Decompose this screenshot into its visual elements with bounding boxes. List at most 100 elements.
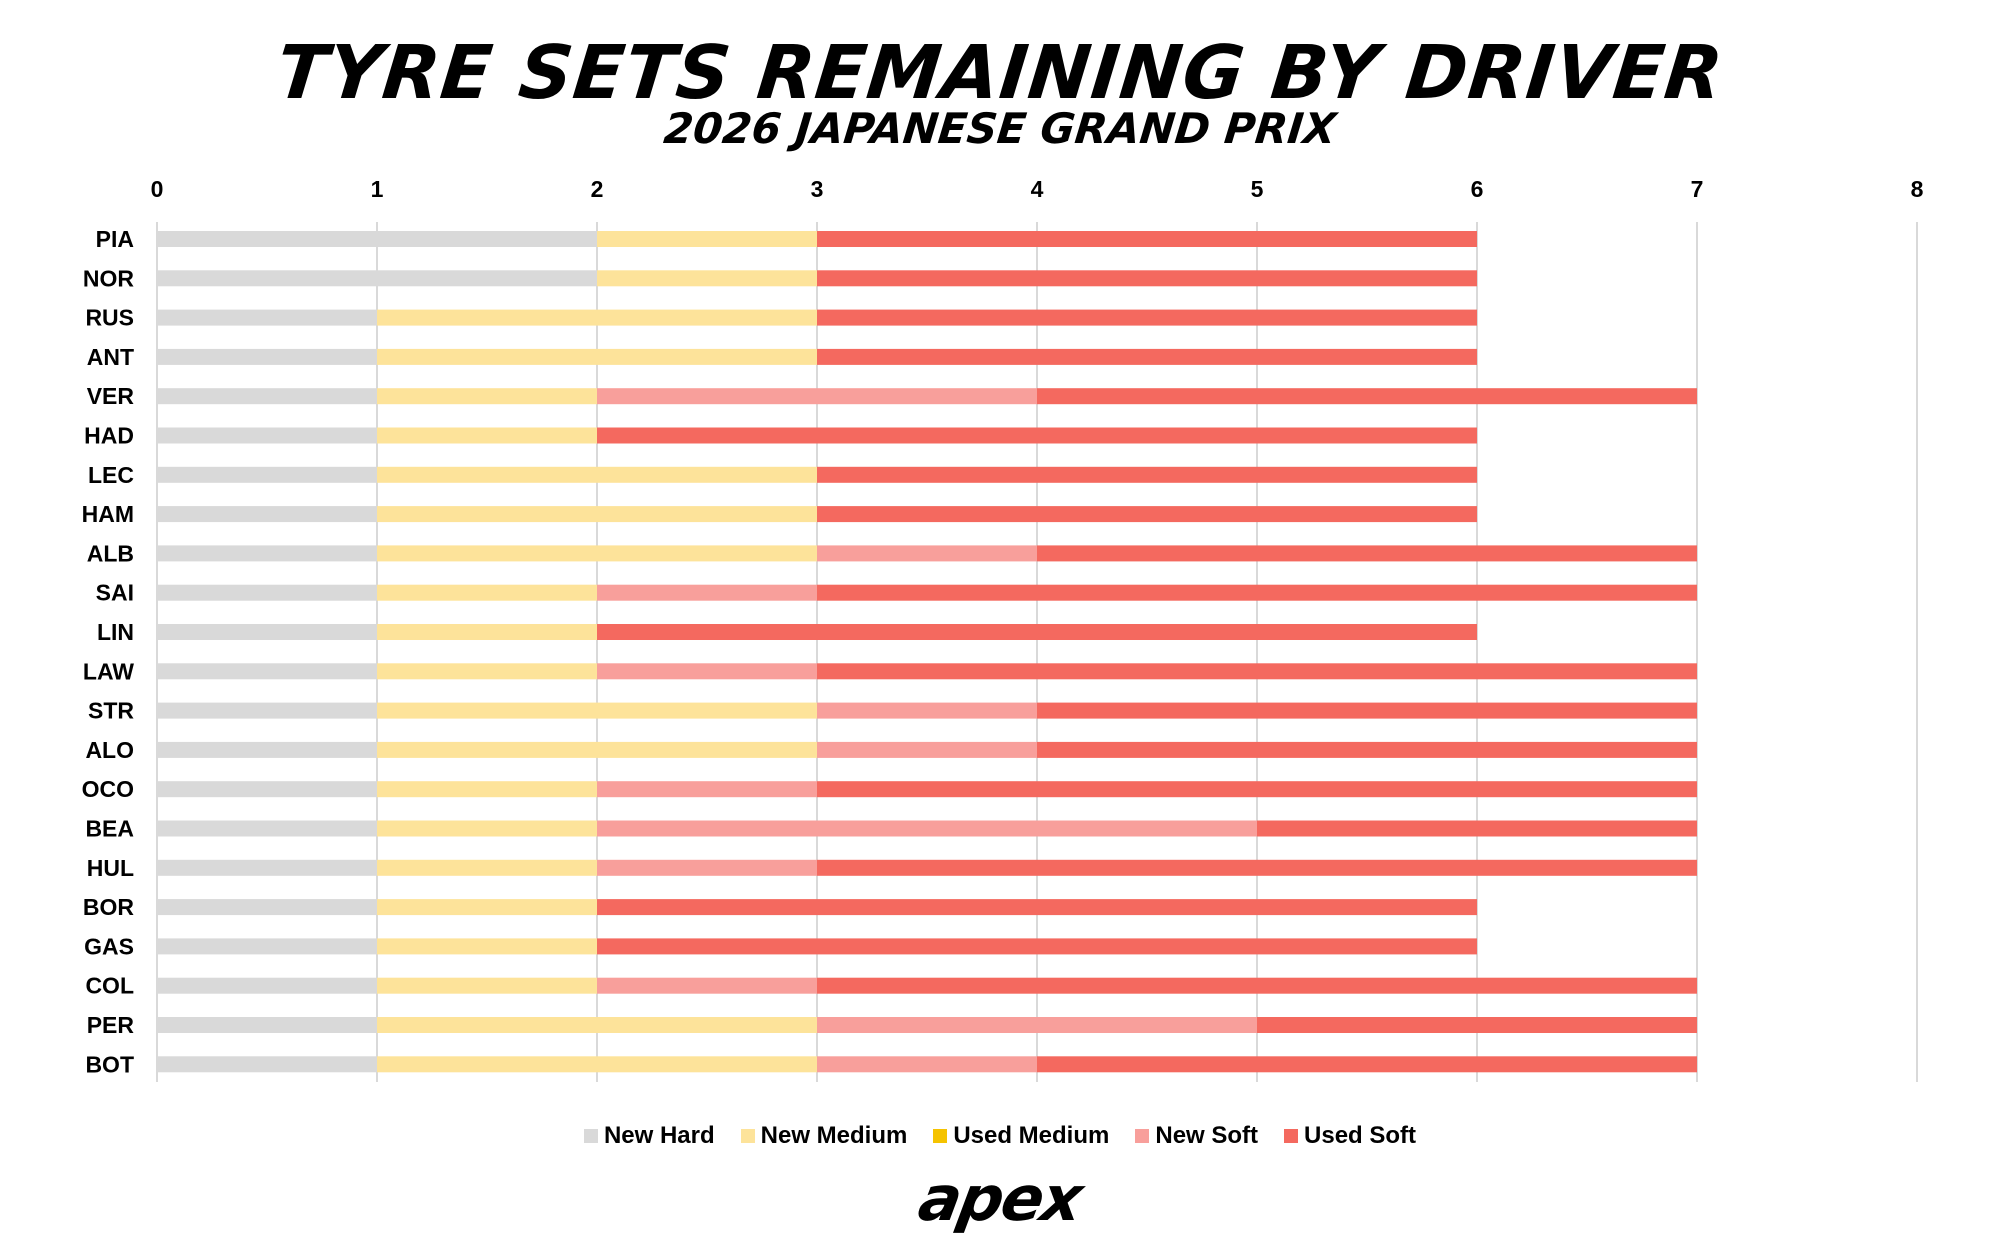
bar-segment-bot-new-hard — [157, 1056, 377, 1073]
bar-segment-oco-used-soft — [817, 781, 1697, 798]
bar-segment-lin-used-soft — [597, 624, 1477, 640]
bar-segment-law-new-medium — [377, 663, 597, 680]
bar-segment-hul-used-soft — [817, 859, 1697, 876]
bar-segment-had-new-hard — [157, 427, 377, 444]
y-category-label: BEA — [85, 816, 134, 842]
bar-segment-rus-new-medium — [377, 309, 817, 326]
bar-segment-col-new-medium — [377, 977, 597, 994]
x-tick-label: 2 — [591, 176, 604, 202]
y-category-label: PER — [87, 1012, 135, 1038]
bar-segment-rus-used-soft — [817, 309, 1477, 326]
legend-swatch — [740, 1129, 755, 1143]
bar-layer — [157, 231, 1697, 1073]
y-category-label: GAS — [84, 933, 134, 959]
legend-item-new-soft: New Soft — [1135, 1122, 1258, 1150]
bar-segment-bot-used-soft — [1037, 1056, 1697, 1073]
bar-segment-str-new-hard — [157, 702, 377, 719]
bar-segment-alo-new-medium — [377, 741, 817, 758]
bar-segment-col-new-soft — [597, 977, 817, 994]
y-category-label: VER — [87, 383, 135, 409]
bar-segment-alo-new-hard — [157, 741, 377, 758]
y-category-label: NOR — [83, 265, 135, 291]
bar-segment-sai-new-soft — [597, 584, 817, 601]
bar-segment-alb-new-soft — [817, 545, 1037, 562]
bar-segment-oco-new-medium — [377, 781, 597, 798]
bar-segment-bor-used-soft — [597, 899, 1477, 916]
y-category-label: LAW — [83, 658, 134, 684]
bar-segment-bea-new-hard — [157, 820, 377, 837]
x-tick-label: 3 — [811, 176, 824, 202]
y-category-label: ANT — [87, 344, 134, 370]
bar-segment-lec-new-medium — [377, 466, 817, 483]
legend-label: Used Soft — [1304, 1122, 1417, 1149]
bar-segment-gas-used-soft — [597, 938, 1477, 955]
bar-segment-ham-new-hard — [157, 506, 377, 523]
bar-segment-col-used-soft — [817, 977, 1697, 994]
x-axis-ticks: 0 1 2 3 4 5 6 7 8 — [151, 176, 1924, 202]
bar-segment-ham-new-medium — [377, 506, 817, 523]
y-category-label: RUS — [85, 305, 134, 331]
bar-segment-ant-new-medium — [377, 348, 817, 365]
y-category-label: HAM — [82, 501, 134, 527]
bar-segment-bea-used-soft — [1257, 820, 1697, 837]
grid-layer — [156, 222, 1918, 1082]
y-category-label: SAI — [96, 580, 134, 606]
legend-item-new-hard: New Hard — [583, 1122, 715, 1150]
apex-logo: apex — [913, 1162, 1087, 1235]
bar-segment-nor-new-medium — [597, 270, 817, 287]
bar-segment-ham-used-soft — [817, 506, 1477, 523]
bar-segment-hul-new-soft — [597, 859, 817, 876]
bar-segment-lin-new-hard — [157, 624, 377, 640]
bar-segment-hul-new-hard — [157, 859, 377, 876]
bar-segment-lec-used-soft — [817, 466, 1477, 483]
bar-segment-alo-used-soft — [1037, 741, 1697, 758]
legend-label: New Medium — [760, 1122, 908, 1149]
y-category-label: ALO — [85, 737, 134, 763]
bar-segment-ant-new-hard — [157, 348, 377, 365]
x-tick-label: 4 — [1031, 176, 1044, 202]
bar-segment-bot-new-soft — [817, 1056, 1037, 1073]
legend-swatch — [1284, 1129, 1299, 1143]
bar-segment-ant-used-soft — [817, 348, 1477, 365]
y-axis-categories: PIA NOR RUS ANT VER HAD LEC HAM ALB SAI LIN LAW STR A… — [82, 226, 135, 1077]
bar-segment-law-used-soft — [817, 663, 1697, 680]
legend-label: New Soft — [1155, 1122, 1259, 1149]
legend-swatch — [583, 1129, 598, 1143]
bar-segment-bor-new-hard — [157, 899, 377, 916]
bar-segment-ver-new-soft — [597, 388, 1037, 405]
y-category-label: COL — [85, 973, 134, 999]
bar-segment-pia-new-hard — [157, 231, 597, 247]
bar-segment-had-used-soft — [597, 427, 1477, 444]
bar-segment-per-new-hard — [157, 1017, 377, 1033]
y-category-label: STR — [88, 698, 134, 724]
bar-segment-ver-used-soft — [1037, 388, 1697, 405]
bar-segment-lin-new-medium — [377, 624, 597, 640]
bar-segment-str-used-soft — [1037, 702, 1697, 719]
bar-segment-oco-new-hard — [157, 781, 377, 798]
bar-segment-bea-new-medium — [377, 820, 597, 837]
bar-segment-pia-new-medium — [597, 231, 817, 247]
bar-segment-bea-new-soft — [597, 820, 1257, 837]
bar-segment-sai-new-medium — [377, 584, 597, 601]
bar-segment-per-new-medium — [377, 1017, 817, 1033]
bar-segment-gas-new-hard — [157, 938, 377, 955]
bar-segment-lec-new-hard — [157, 466, 377, 483]
y-category-label: BOT — [85, 1051, 134, 1077]
y-category-label: OCO — [82, 776, 134, 802]
bar-segment-hul-new-medium — [377, 859, 597, 876]
legend-label: New Hard — [603, 1122, 715, 1149]
bar-segment-per-new-soft — [817, 1017, 1257, 1033]
bar-segment-law-new-soft — [597, 663, 817, 680]
bar-segment-str-new-soft — [817, 702, 1037, 719]
bar-segment-sai-used-soft — [817, 584, 1697, 601]
legend-swatch — [1135, 1129, 1150, 1143]
y-category-label: HUL — [87, 855, 134, 881]
bar-segment-alb-new-medium — [377, 545, 817, 562]
x-tick-label: 8 — [1911, 176, 1924, 202]
bar-segment-gas-new-medium — [377, 938, 597, 955]
x-tick-label: 1 — [371, 176, 384, 202]
x-tick-label: 0 — [151, 176, 164, 202]
y-category-label: LIN — [97, 619, 134, 645]
bar-segment-sai-new-hard — [157, 584, 377, 601]
